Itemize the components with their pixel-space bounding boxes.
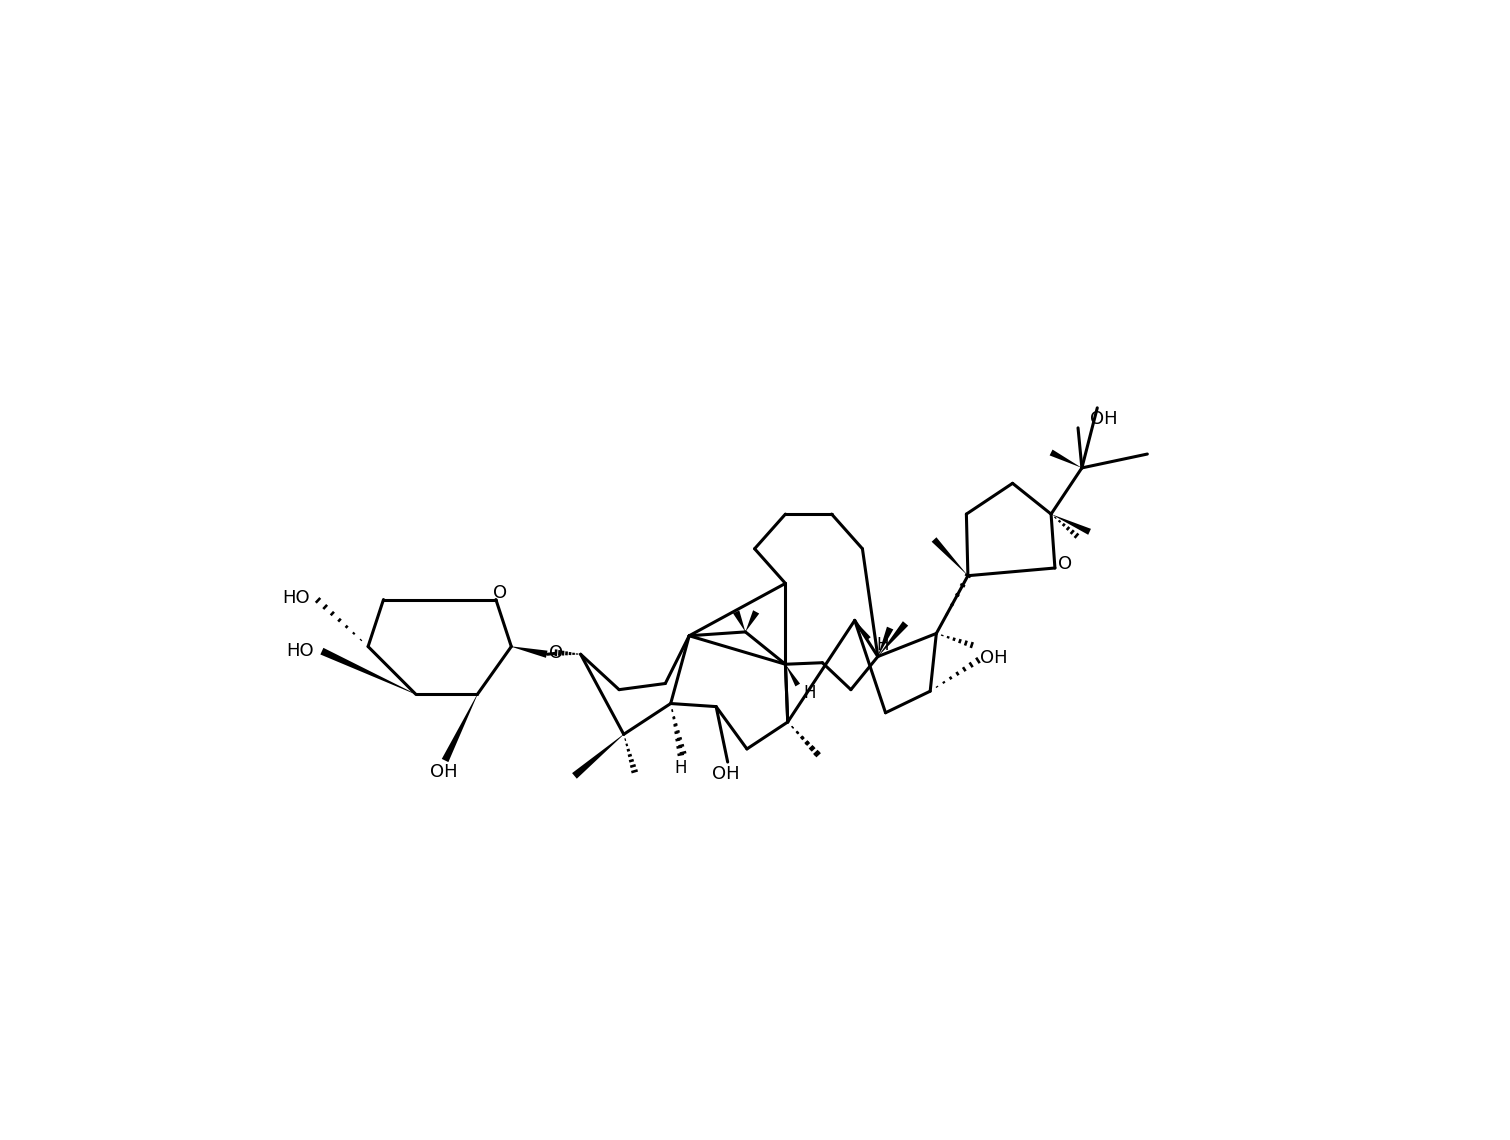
Polygon shape bbox=[877, 627, 894, 657]
Text: H: H bbox=[675, 759, 687, 777]
Text: OH: OH bbox=[1090, 410, 1117, 429]
Text: OH: OH bbox=[430, 763, 458, 781]
Text: H: H bbox=[803, 684, 817, 702]
Text: O: O bbox=[1059, 555, 1072, 573]
Text: OH: OH bbox=[980, 649, 1007, 667]
Polygon shape bbox=[746, 610, 760, 632]
Polygon shape bbox=[512, 646, 548, 658]
Text: O: O bbox=[492, 584, 507, 602]
Polygon shape bbox=[442, 694, 477, 763]
Text: HO: HO bbox=[287, 642, 314, 660]
Polygon shape bbox=[1051, 514, 1090, 535]
Polygon shape bbox=[572, 734, 624, 779]
Polygon shape bbox=[785, 665, 800, 686]
Polygon shape bbox=[932, 537, 968, 576]
Text: O: O bbox=[550, 644, 563, 661]
Polygon shape bbox=[320, 648, 415, 694]
Text: HO: HO bbox=[282, 589, 310, 606]
Text: H: H bbox=[876, 636, 889, 654]
Text: OH: OH bbox=[711, 765, 740, 782]
Polygon shape bbox=[1049, 449, 1081, 467]
Polygon shape bbox=[877, 621, 908, 657]
Polygon shape bbox=[732, 610, 746, 632]
Polygon shape bbox=[855, 620, 871, 641]
